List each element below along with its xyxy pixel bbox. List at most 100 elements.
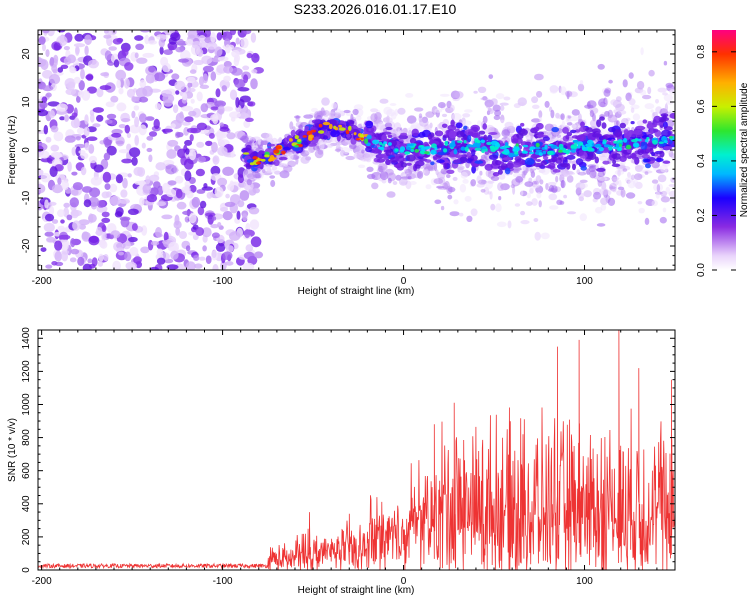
spectrogram-cell [267,167,271,173]
spectrogram-cell [465,196,472,202]
spectrogram-cell [254,251,263,258]
spectrogram-cell [261,159,266,162]
spectrogram-cell [408,176,412,180]
spectrogram-cell [563,195,567,199]
spectrogram-cell [454,149,458,155]
spectrogram-cell [108,46,117,51]
spectrogram-cell [566,155,575,160]
spectrogram-cell [133,167,143,176]
spectrogram-cell [46,237,56,243]
spectrogram-cell [646,137,649,140]
spectrogram-cell [367,174,376,179]
spectrogram-cell [181,186,189,193]
spectrogram-cell [76,136,81,140]
spectrogram-cell [539,200,542,207]
spectrogram-cell [181,106,193,112]
spectrogram-cell [51,145,60,152]
spectrogram-cell [162,129,173,133]
spectrogram-cell [602,161,609,165]
spectrogram-cell [463,126,467,130]
spectrogram-cell [77,127,84,134]
spectrogram-cell [663,161,671,164]
spectrogram-cell [653,129,658,133]
spectrogram-cell [51,126,59,133]
spectrogram-cell [313,136,319,141]
spectrogram-cell [253,188,260,194]
spectrogram-cell [447,195,452,200]
spectrogram-cell [565,135,569,140]
spectrogram-cell [56,103,67,112]
spectrogram-cell [511,138,518,144]
spectrogram-cell [659,141,664,144]
spectrogram-cell [477,175,482,183]
spectrogram-cell [608,198,615,206]
spectrogram-ylabel: Frequency (Hz) [7,116,18,185]
spectrogram-cell [178,59,189,63]
spectrogram-cell [501,129,510,137]
figure: -200 -100 0 100-20-1001020 Height of straig… [0,0,750,600]
spectrogram-cell [645,103,655,109]
spectrogram-cell [67,161,72,171]
spectrogram-cell [640,90,646,96]
spectrogram-cell [539,117,542,122]
spectrogram-cell [431,150,436,155]
spectrogram-cell [489,154,498,160]
spectrogram-cell [531,198,537,206]
spectrogram-cell [249,207,260,214]
spectrogram-cell [608,127,616,132]
spectrogram-cell [556,157,562,164]
spectrogram-cell [377,159,386,163]
spectrogram-cell [220,207,228,212]
spectrogram-cell [580,80,583,84]
spectrogram-cell [114,59,119,67]
spectrogram-cell [433,157,437,161]
spectrogram-cell [300,156,309,164]
spectrogram-cell [354,153,363,159]
spectrogram-ytick-label: -10 [21,190,32,205]
spectrogram-cell [338,125,342,128]
spectrogram-cell [212,264,218,274]
spectrogram-cell [39,36,46,45]
spectrogram-cell [120,189,127,197]
spectrogram-cell [110,196,121,206]
spectrogram-cell [481,147,487,149]
spectrogram-ytick-label: -20 [21,238,32,253]
spectrogram-cell [386,191,395,198]
spectrogram-cell [273,149,279,153]
spectrogram-cell [383,141,387,144]
spectrogram-cell [651,152,655,157]
spectrogram-cell [602,122,607,129]
spectrogram-cell [323,122,330,125]
spectrogram-cell [631,121,635,124]
snr-ylabel: SNR (10 * v/v) [7,418,18,482]
spectrogram-cell [477,140,481,143]
spectrogram-cell [483,116,488,124]
spectrogram-cell [222,251,232,260]
spectrogram-cell [487,181,494,184]
spectrogram-cell [89,264,96,269]
spectrogram-cell [414,149,419,153]
spectrogram-cell [262,169,265,173]
spectrogram-cell [436,159,445,163]
spectrogram-cell [64,114,69,122]
spectrogram-cell [200,201,206,209]
spectrogram-cell [381,134,387,142]
spectrogram-cell [58,226,65,231]
spectrogram-cell [572,109,580,116]
spectrogram-cell [631,107,635,113]
spectrogram-cell [621,189,626,198]
spectrogram-cell [587,100,597,108]
spectrogram-cell [657,184,660,192]
spectrogram-cell [81,167,87,176]
spectrogram-cell [98,254,103,262]
spectrogram-cell [223,66,233,74]
spectrogram-cell [669,113,679,119]
spectrogram-cell [388,142,392,146]
snr-xlabel: Height of straight line (km) [298,585,415,596]
spectrogram-cell [159,38,165,47]
spectrogram-cell [585,144,592,148]
spectrogram-cell [281,151,286,155]
spectrogram-cell [349,121,354,126]
spectrogram-cell [222,85,227,91]
spectrogram-cell [222,167,234,176]
